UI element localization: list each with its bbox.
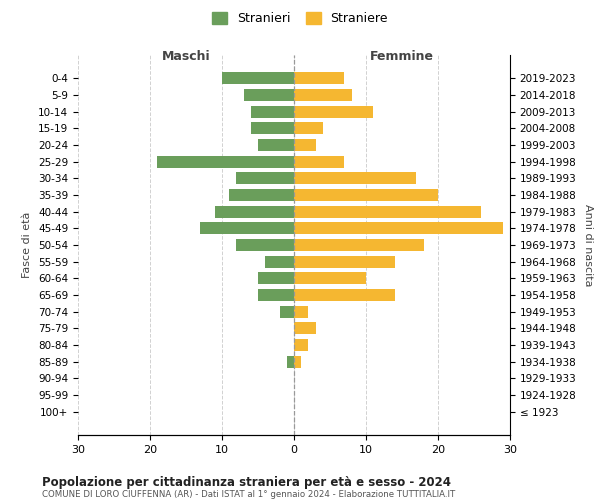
Bar [294,156,344,168]
Bar [222,72,294,85]
Bar [236,239,294,251]
Bar [294,106,373,118]
Bar [294,256,395,268]
Bar [294,239,424,251]
Bar [294,72,344,85]
Text: Maschi: Maschi [161,50,211,64]
Bar [294,172,416,184]
Bar [280,306,294,318]
Bar [200,222,294,234]
Bar [287,356,294,368]
Bar [157,156,294,168]
Bar [258,289,294,301]
Bar [229,189,294,201]
Bar [294,306,308,318]
Bar [294,139,316,151]
Y-axis label: Fasce di età: Fasce di età [22,212,32,278]
Bar [294,322,316,334]
Bar [294,272,366,284]
Bar [258,139,294,151]
Bar [251,106,294,118]
Legend: Stranieri, Straniere: Stranieri, Straniere [207,7,393,30]
Bar [294,356,301,368]
Bar [294,222,503,234]
Bar [258,272,294,284]
Text: Femmine: Femmine [370,50,434,64]
Text: Popolazione per cittadinanza straniera per età e sesso - 2024: Popolazione per cittadinanza straniera p… [42,476,451,489]
Bar [294,189,438,201]
Bar [215,206,294,218]
Bar [294,89,352,101]
Y-axis label: Anni di nascita: Anni di nascita [583,204,593,286]
Text: COMUNE DI LORO CIUFFENNA (AR) - Dati ISTAT al 1° gennaio 2024 - Elaborazione TUT: COMUNE DI LORO CIUFFENNA (AR) - Dati IST… [42,490,455,499]
Bar [294,339,308,351]
Bar [294,122,323,134]
Bar [236,172,294,184]
Bar [244,89,294,101]
Bar [294,206,481,218]
Bar [251,122,294,134]
Bar [265,256,294,268]
Bar [294,289,395,301]
